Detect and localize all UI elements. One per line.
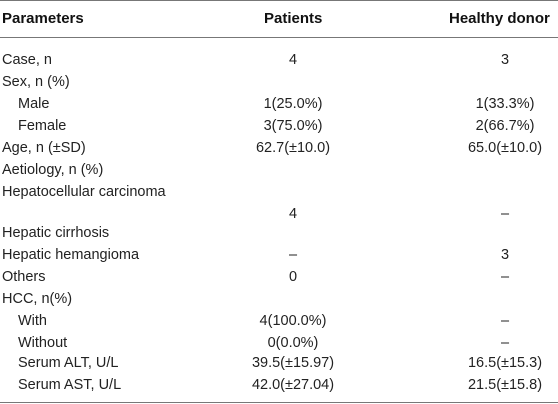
table-row: HCC, n(%)	[0, 288, 558, 310]
patients-cell: 4	[288, 52, 298, 68]
table-row: Hepatocellular carcinoma	[0, 181, 558, 203]
table-row: Sex, n (%)	[0, 71, 558, 93]
table-row: Hepatic cirrhosis	[0, 222, 558, 244]
table-row: Serum AST, U/L 42.0(±27.04) 21.5(±15.8)	[0, 374, 558, 396]
donor-cell: 3	[500, 247, 510, 263]
donor-cell: –	[500, 206, 510, 222]
param-cell: Age, n (±SD)	[2, 140, 86, 156]
param-cell: Hepatic hemangioma	[2, 247, 140, 263]
param-cell: Serum ALT, U/L	[18, 355, 119, 371]
param-cell: Serum AST, U/L	[18, 377, 122, 393]
table-row: With 4(100.0%) –	[0, 310, 558, 332]
table-row: Male 1(25.0%) 1(33.3%)	[0, 93, 558, 115]
patients-cell: –	[288, 247, 298, 263]
patients-cell: 4(100.0%)	[259, 313, 327, 329]
param-cell: Without	[18, 335, 68, 351]
table-row: Others 0 –	[0, 266, 558, 288]
table-row: Without 0(0.0%) –	[0, 332, 558, 354]
donor-cell: 16.5(±15.3)	[467, 355, 543, 371]
table-row: Aetiology, n (%)	[0, 159, 558, 181]
table-row: Serum ALT, U/L 39.5(±15.97) 16.5(±15.3)	[0, 352, 558, 374]
table-row: 4 –	[0, 203, 558, 225]
param-cell: Case, n	[2, 52, 52, 68]
donor-cell: 65.0(±10.0)	[467, 140, 543, 156]
top-rule	[0, 0, 558, 1]
donor-cell: 2(66.7%)	[475, 118, 535, 134]
patients-cell: 0(0.0%)	[267, 335, 319, 351]
table-row: Case, n 4 3	[0, 49, 558, 71]
param-cell: HCC, n(%)	[2, 291, 73, 307]
header-rule	[0, 37, 558, 38]
param-cell: Male	[18, 96, 50, 112]
table-row: Age, n (±SD) 62.7(±10.0) 65.0(±10.0)	[0, 137, 558, 159]
header-parameters: Parameters	[2, 10, 84, 27]
patients-cell: 39.5(±15.97)	[251, 355, 335, 371]
param-cell: With	[18, 313, 47, 329]
donor-cell: –	[500, 269, 510, 285]
patients-cell: 0	[288, 269, 298, 285]
param-cell: Sex, n (%)	[2, 74, 70, 90]
param-cell: Aetiology, n (%)	[2, 162, 104, 178]
donor-cell: 3	[500, 52, 510, 68]
header-healthy-donor: Healthy donor	[449, 10, 550, 27]
param-cell: Hepatic cirrhosis	[2, 225, 110, 241]
donor-cell: –	[500, 313, 510, 329]
param-cell: Others	[2, 269, 46, 285]
patients-cell: 1(25.0%)	[263, 96, 323, 112]
param-cell: Female	[18, 118, 67, 134]
patients-cell: 62.7(±10.0)	[255, 140, 331, 156]
table-row: Female 3(75.0%) 2(66.7%)	[0, 115, 558, 137]
patients-cell: 42.0(±27.04)	[251, 377, 335, 393]
patients-cell: 3(75.0%)	[263, 118, 323, 134]
table-row: Hepatic hemangioma – 3	[0, 244, 558, 266]
patients-cell: 4	[288, 206, 298, 222]
bottom-rule	[0, 402, 558, 403]
donor-cell: –	[500, 335, 510, 351]
donor-cell: 1(33.3%)	[475, 96, 535, 112]
param-cell: Hepatocellular carcinoma	[2, 184, 166, 200]
donor-cell: 21.5(±15.8)	[467, 377, 543, 393]
header-patients: Patients	[264, 10, 323, 27]
